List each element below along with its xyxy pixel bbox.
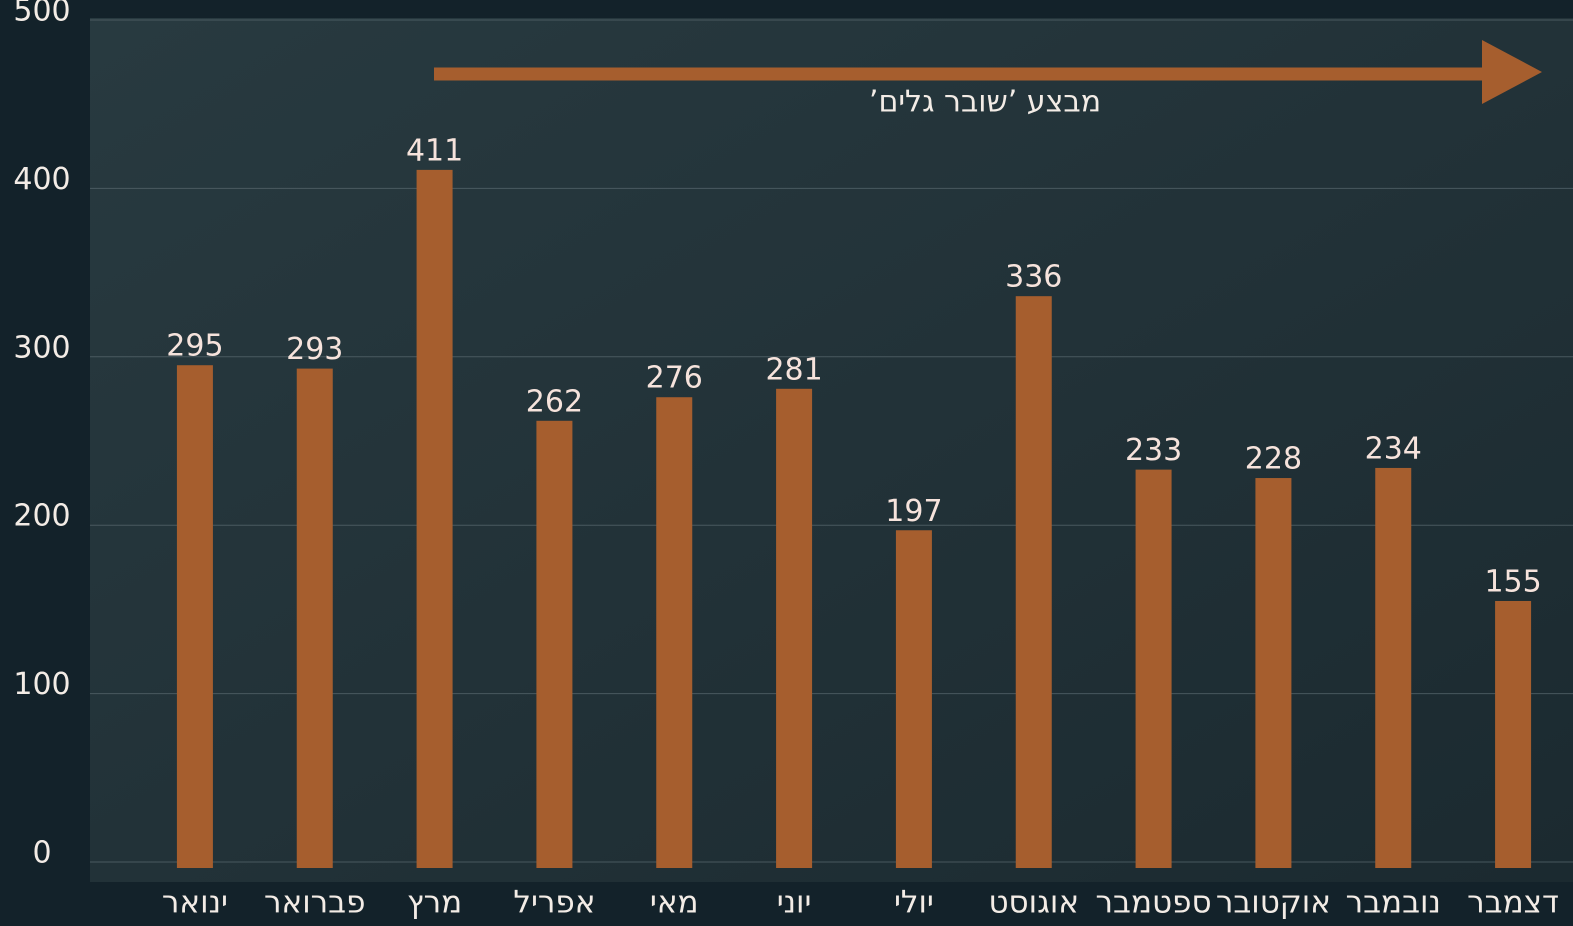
x-tick-label: יולי [894,885,934,921]
annotation: מבצע ’שובר גלים’ [869,85,1101,120]
value-label: 228 [1245,442,1302,477]
y-tick-label: 0 [32,836,51,871]
bar [1375,467,1412,868]
x-tick-label: נובמבר [1346,885,1441,921]
x-tick-label: מאי [650,885,699,921]
x-tick-label: מרץ [407,885,462,921]
bar [895,530,932,868]
y-tick-label: 200 [13,499,70,534]
bar [176,365,213,868]
value-label: 276 [646,361,703,396]
x-tick-label: אוקטובר [1216,885,1331,921]
value-label: 155 [1484,564,1541,599]
y-tick-label: 300 [13,330,70,365]
annotation-arrowhead [1482,40,1542,104]
bar [536,420,573,868]
value-label: 262 [526,384,583,419]
y-tick-label: 500 [13,0,70,29]
x-tick-label: ספטמבר [1096,885,1212,921]
bar [416,169,453,869]
value-label: 295 [166,329,223,364]
x-tick-label: דצמבר [1467,885,1559,921]
value-label: 233 [1125,433,1182,468]
x-tick-label: אפריל [513,885,595,921]
bar [656,397,693,868]
x-tick-label: אוגוסט [988,885,1079,921]
value-label: 234 [1365,431,1422,466]
bar [1135,469,1172,868]
y-tick-label: 400 [13,162,70,197]
bar [1495,600,1532,868]
value-label: 293 [286,332,343,367]
bar [776,388,813,868]
y-tick-label: 100 [13,667,70,702]
x-tick-label: ינואר [162,885,228,921]
x-tick-label: פברואר [264,885,365,921]
plot-area [90,18,1573,882]
value-label: 281 [765,352,822,387]
value-label: 411 [406,133,463,168]
x-tick-label: יוני [777,885,812,921]
bar [296,368,333,868]
bar [1015,296,1052,868]
bar [1255,478,1292,868]
value-label: 197 [885,494,942,529]
value-label: 336 [1005,260,1062,295]
